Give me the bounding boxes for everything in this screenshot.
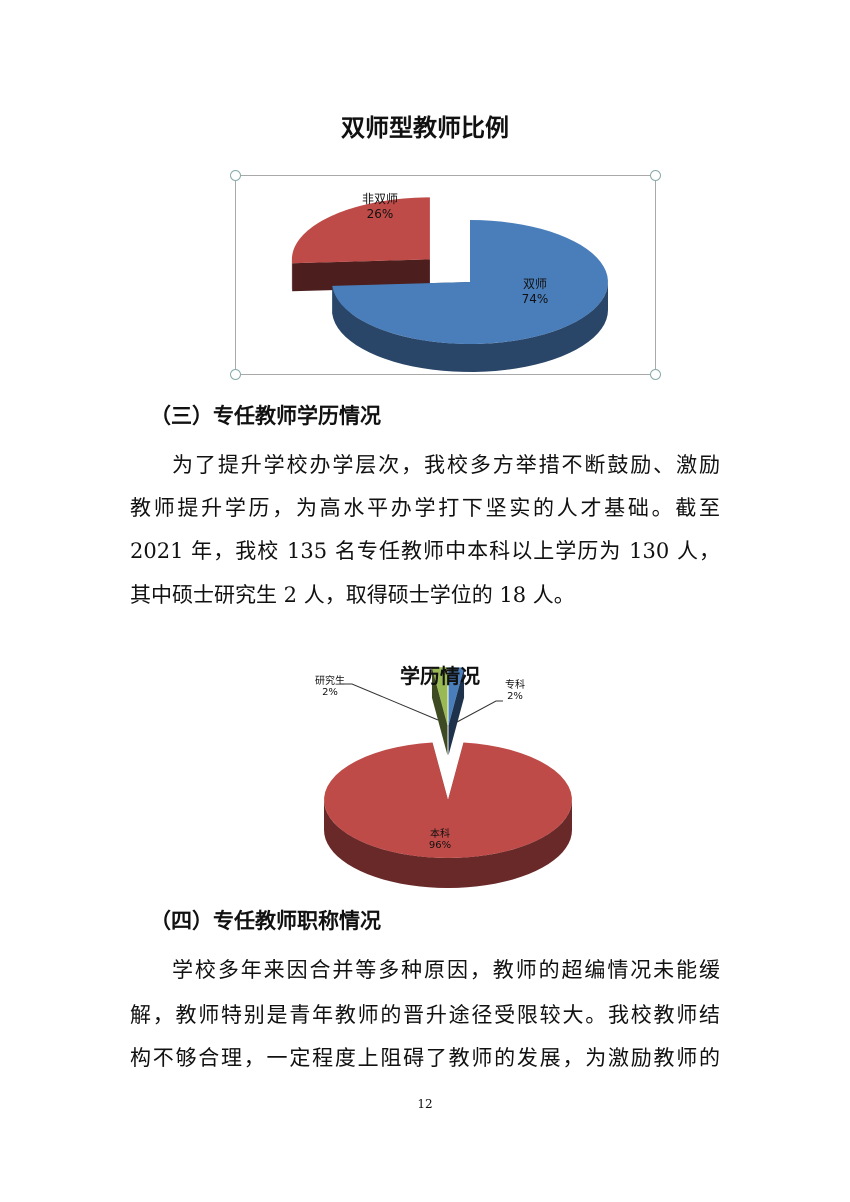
chart2-title: 学历情况 [400,664,480,688]
paragraph-line: 为了提升学校办学层次，我校多方举措不断鼓励、激励 [172,453,720,477]
paragraph-line: 2021 年，我校 135 名专任教师中本科以上学历为 130 人， [130,539,720,563]
pie-slice-非双师 [291,197,430,264]
paragraph-line: 教师提升学历，为高水平办学打下坚实的人才基础。截至 [130,496,720,520]
paragraph-line: 学校多年来因合并等多种原因，教师的超编情况未能缓 [172,958,720,982]
pie-slice-研究生 [431,667,448,726]
pie-slice-专科 [448,667,465,726]
leader-line [456,700,503,723]
resize-handle[interactable] [650,369,661,380]
pie-slice-双师 [332,220,608,344]
paragraph-line: 构不够合理，一定程度上阻碍了教师的发展，为激励教师的 [130,1046,720,1070]
chart1-title: 双师型教师比例 [341,114,509,142]
pie-slice-side [332,282,608,372]
pie-slice-本科 [324,742,572,858]
section4-heading: （四）专任教师职称情况 [150,908,381,933]
chart1-frame[interactable] [230,170,661,380]
resize-handle[interactable] [650,170,661,181]
leader-line [340,683,439,721]
resize-handle[interactable] [230,369,241,380]
resize-handle[interactable] [230,170,241,181]
page-number: 12 [417,1097,433,1111]
slice-label-dual: 双师 74% [521,277,549,306]
slice-label-postgrad: 研究生 2% [315,676,345,698]
pie-slice-face [292,259,430,292]
slice-label-non-dual: 非双师 26% [361,192,398,221]
paragraph-line: 解，教师特别是青年教师的晋升途径受限较大。我校教师结 [130,1003,720,1027]
slice-label-bachelor: 本科 96% [428,829,452,851]
section3-heading: （三）专任教师学历情况 [150,403,381,428]
pie-slice-face [448,667,465,756]
pie-slice-side [324,800,572,888]
pie-slice-face [431,667,448,756]
paragraph-line: 其中硕士研究生 2 人，取得硕士学位的 18 人。 [130,583,575,607]
slice-label-college: 专科 2% [505,680,525,702]
